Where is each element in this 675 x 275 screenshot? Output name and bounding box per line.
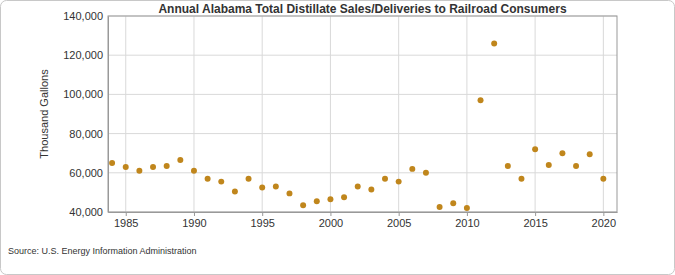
- grid-line-x: [535, 16, 536, 212]
- point: [396, 179, 402, 185]
- point: [314, 198, 320, 204]
- point: [423, 170, 429, 176]
- grid-line-y: [108, 133, 617, 134]
- point: [382, 176, 388, 182]
- x-tick-mark: [603, 212, 604, 216]
- grid-line-x: [125, 16, 126, 212]
- points: [109, 40, 606, 211]
- x-tick: 2005: [387, 212, 411, 229]
- x-tick: 2020: [592, 212, 616, 229]
- point: [355, 184, 361, 190]
- x-tick-label: 2010: [455, 217, 479, 229]
- point: [300, 202, 306, 208]
- x-tick-mark: [262, 212, 263, 216]
- y-tick: 60,000: [69, 167, 108, 179]
- grid-line-x: [193, 16, 194, 212]
- point: [150, 164, 156, 170]
- x-tick: 1985: [114, 212, 138, 229]
- point: [109, 160, 115, 166]
- grid-line-x: [262, 16, 263, 212]
- y-tick-label: 60,000: [69, 167, 103, 179]
- x-tick-label: 1985: [114, 217, 138, 229]
- plot: 1985 1990 1995 2000 2005 2010 2015 2020 40,000 60…: [63, 10, 617, 229]
- point: [177, 157, 183, 163]
- point: [164, 163, 170, 169]
- x-tick-mark: [467, 212, 468, 216]
- grid-line-y: [108, 94, 617, 95]
- point: [464, 205, 470, 211]
- x-tick-label: 1995: [250, 217, 274, 229]
- point: [191, 168, 197, 174]
- y-tick-label: 120,000: [63, 49, 103, 61]
- chart: 1985 1990 1995 2000 2005 2010 2015 2020 40,000 60…: [0, 0, 675, 275]
- y-tick: 40,000: [69, 206, 108, 218]
- x-tick: 2000: [319, 212, 343, 229]
- x-tick-label: 2005: [387, 217, 411, 229]
- y-tick: 80,000: [69, 128, 108, 140]
- point: [368, 186, 374, 192]
- point: [341, 194, 347, 200]
- grid-line-x: [330, 16, 331, 212]
- x-tick-label: 2015: [523, 217, 547, 229]
- point: [559, 150, 565, 156]
- grid-line-y: [108, 172, 617, 173]
- x-tick: 1995: [250, 212, 274, 229]
- y-tick: 140,000: [63, 10, 108, 22]
- x-tick-mark: [126, 212, 127, 216]
- point: [437, 204, 443, 210]
- x-tick-mark: [194, 212, 195, 216]
- x-tick: 1990: [182, 212, 206, 229]
- x-tick-mark: [535, 212, 536, 216]
- point: [327, 196, 333, 202]
- point: [518, 176, 524, 182]
- plot-frame: [108, 16, 617, 212]
- grid-line-x: [466, 16, 467, 212]
- x-axis: 1985 1990 1995 2000 2005 2010 2015 2020: [109, 212, 618, 229]
- x-tick-mark: [330, 212, 331, 216]
- point: [273, 184, 279, 190]
- point: [218, 179, 224, 185]
- x-tick-label: 2000: [319, 217, 343, 229]
- point: [123, 164, 129, 170]
- y-tick-label: 140,000: [63, 10, 103, 22]
- y-tick-label: 80,000: [69, 128, 103, 140]
- x-tick-label: 2020: [592, 217, 616, 229]
- point: [587, 151, 593, 157]
- title: Annual Alabama Total Distillate Sales/De…: [158, 2, 566, 16]
- point: [409, 166, 415, 172]
- x-tick-label: 1990: [182, 217, 206, 229]
- y-axis: 40,000 60,000 80,000 100,000 120,000 140,000: [63, 10, 108, 218]
- y-tick: 100,000: [63, 88, 108, 100]
- x-tick: 2015: [523, 212, 547, 229]
- x-tick: 2010: [455, 212, 479, 229]
- y-tick: 120,000: [63, 49, 108, 61]
- y-tick-label: 40,000: [69, 206, 103, 218]
- point: [532, 146, 538, 152]
- point: [287, 190, 293, 196]
- point: [450, 200, 456, 206]
- y-tick-label: 100,000: [63, 88, 103, 100]
- grid-line-y: [108, 55, 617, 56]
- plot-area: [108, 16, 617, 212]
- point: [259, 185, 265, 191]
- point: [600, 176, 606, 182]
- x-tick-mark: [399, 212, 400, 216]
- background: [1, 1, 675, 275]
- point: [505, 163, 511, 169]
- point: [136, 168, 142, 174]
- grid: [108, 16, 617, 212]
- source-note: Source: U.S. Energy Information Administ…: [8, 246, 197, 256]
- point: [546, 162, 552, 168]
- point: [205, 176, 211, 182]
- point: [246, 176, 252, 182]
- point: [573, 163, 579, 169]
- point: [491, 40, 497, 46]
- y-axis-title: Thousand Gallons: [38, 69, 50, 159]
- grid-line-x: [603, 16, 604, 212]
- point: [232, 188, 238, 194]
- point: [478, 97, 484, 103]
